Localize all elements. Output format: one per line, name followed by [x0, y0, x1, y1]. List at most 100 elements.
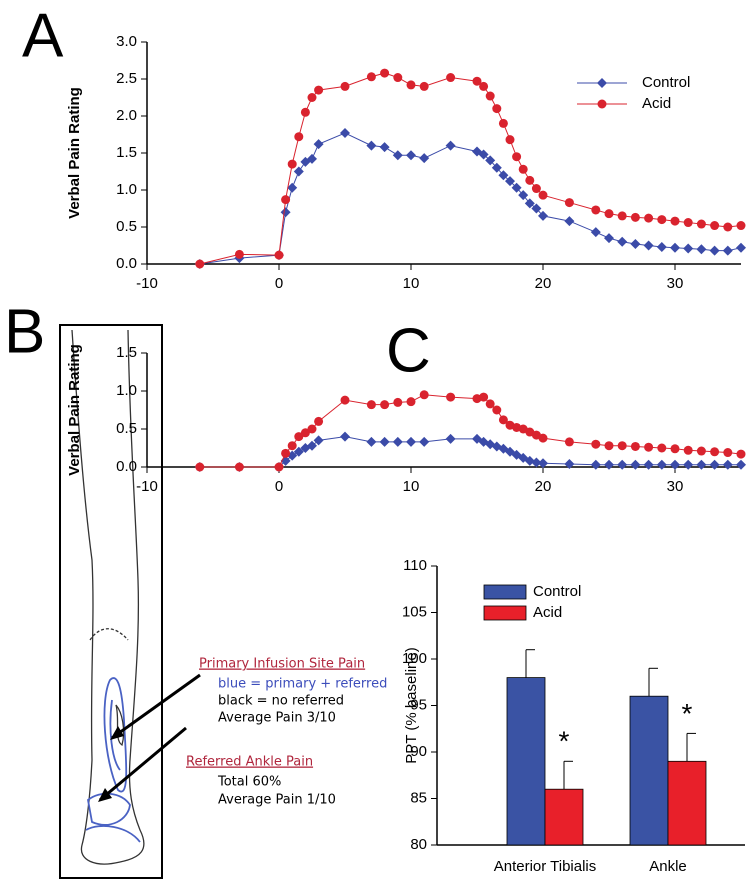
point: [446, 73, 456, 83]
point: [340, 128, 350, 139]
point: [591, 205, 601, 215]
point: [604, 209, 614, 219]
y-tick-label: 0.5: [116, 218, 137, 235]
point: [314, 416, 324, 426]
knee: [89, 628, 129, 641]
y-tick-label: 1.0: [116, 181, 137, 198]
point: [512, 152, 522, 162]
point: [274, 462, 284, 472]
point: [380, 68, 390, 78]
point: [538, 210, 548, 221]
point: [498, 415, 508, 425]
point: [709, 245, 720, 256]
point: [485, 155, 496, 166]
point: [683, 243, 694, 254]
point: [710, 447, 720, 457]
arrow: [99, 726, 187, 802]
point: [657, 215, 667, 225]
x-tick-label: 20: [535, 478, 552, 495]
point: [604, 233, 614, 244]
x-tick-label: 10: [403, 275, 420, 292]
ankle-pain-area: [85, 792, 141, 843]
panel-label: C: [386, 316, 431, 385]
point: [617, 211, 627, 221]
point: [630, 441, 640, 451]
panel-label: A: [22, 1, 64, 70]
point: [294, 432, 304, 442]
primary-pain-area: [103, 677, 128, 793]
point: [485, 399, 495, 409]
annotation-title: Primary Infusion Site Pain: [199, 657, 365, 672]
point: [657, 443, 667, 453]
point: [498, 170, 509, 181]
point: [564, 437, 574, 447]
point: [340, 81, 350, 91]
bar: [544, 788, 584, 846]
y-tick-label: 2.0: [116, 107, 137, 124]
point: [479, 81, 489, 91]
y-tick-label: 0.5: [116, 420, 137, 437]
point: [736, 221, 746, 231]
y-tick-label: 80: [410, 836, 427, 853]
point: [366, 436, 377, 447]
point: [683, 218, 693, 228]
y-tick-label: 100: [402, 650, 427, 667]
point: [446, 392, 456, 402]
point: [604, 441, 614, 451]
point: [511, 182, 522, 193]
point: [525, 175, 535, 185]
point: [656, 241, 667, 252]
point: [505, 176, 515, 187]
point: [366, 400, 376, 410]
point: [406, 397, 416, 407]
point: [294, 132, 304, 142]
point: [736, 242, 746, 253]
y-axis-label: Verbal Pain Rating: [66, 344, 83, 476]
point: [419, 390, 429, 400]
point: [406, 150, 416, 161]
point: [670, 459, 680, 470]
point: [505, 135, 515, 145]
point: [392, 436, 403, 447]
y-tick-label: 1.5: [116, 144, 137, 161]
point: [340, 431, 350, 442]
point: [300, 428, 310, 438]
point: [617, 441, 627, 451]
y-axis-label: PPT (% baseline): [403, 647, 420, 763]
point: [479, 392, 489, 402]
x-tick-label: 30: [667, 275, 684, 292]
point: [683, 445, 693, 455]
arrow-head: [110, 726, 124, 740]
x-tick-label: 30: [667, 478, 684, 495]
point: [538, 190, 548, 200]
point: [644, 442, 654, 452]
point: [392, 150, 403, 161]
x-tick-label: 0: [275, 478, 283, 495]
x-tick-label: 20: [535, 275, 552, 292]
point: [617, 459, 628, 470]
point: [307, 153, 317, 164]
annotation-title: Referred Ankle Pain: [186, 755, 313, 770]
point: [419, 81, 429, 91]
point: [472, 76, 482, 86]
point: [287, 441, 297, 451]
point: [419, 153, 430, 164]
point: [531, 203, 542, 214]
point: [722, 245, 733, 256]
point: [287, 159, 297, 169]
point: [313, 139, 324, 150]
y-axis-label: Verbal Pain Rating: [66, 87, 83, 219]
point: [670, 216, 680, 226]
annotation: Average Pain 1/10: [218, 793, 336, 808]
arrow: [111, 673, 201, 740]
point: [300, 107, 310, 117]
point: [293, 166, 304, 177]
point: [564, 198, 574, 208]
point: [492, 104, 502, 114]
point: [643, 459, 654, 470]
bar: [506, 677, 546, 846]
point: [195, 462, 205, 472]
point: [604, 459, 614, 470]
frame: [59, 324, 163, 879]
